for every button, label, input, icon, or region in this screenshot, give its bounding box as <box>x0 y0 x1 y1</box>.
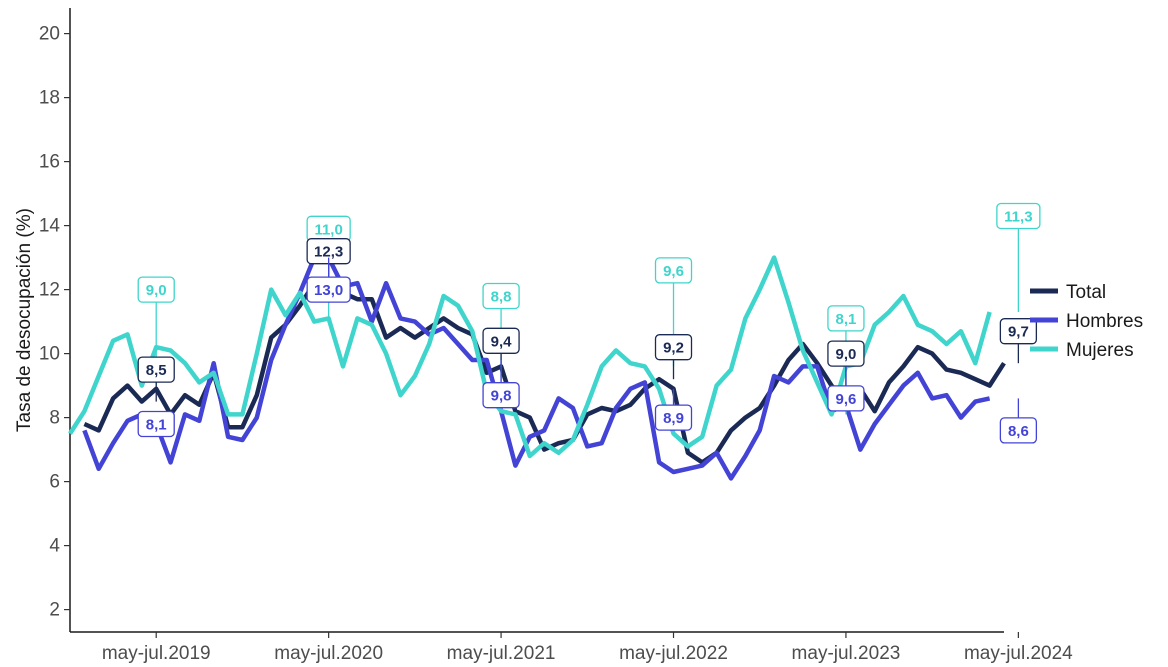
legend-label: Mujeres <box>1066 340 1134 361</box>
label-text: 9,6 <box>836 391 857 408</box>
y-tick-label: 10 <box>39 344 60 365</box>
value-label-total: 9,4 <box>482 327 520 373</box>
legend-item-hombres: Hombres <box>1030 311 1143 332</box>
label-text: 8,6 <box>1008 423 1029 440</box>
series-line-hombres <box>82 255 991 481</box>
label-text: 8,9 <box>663 410 684 427</box>
value-label-total: 8,5 <box>137 356 175 402</box>
legend-label: Hombres <box>1066 311 1143 332</box>
value-label-total: 9,2 <box>654 334 693 380</box>
x-tick-label: may-jul.2020 <box>274 643 383 664</box>
y-tick-label: 18 <box>39 88 60 109</box>
y-tick-label: 2 <box>49 600 60 621</box>
label-box <box>827 340 865 367</box>
label-text: 9,0 <box>146 282 167 299</box>
label-text: 9,4 <box>491 333 513 350</box>
label-text: 8,8 <box>491 289 512 306</box>
label-text: 8,1 <box>836 311 857 328</box>
label-text: 11,0 <box>314 221 342 238</box>
value-label-hombres: 9,8 <box>482 360 520 409</box>
value-labels: 9,0 8,5 8,1 11,0 12,3 13,0 8,8 9,4 9,8 9,6 9,2 8,9 8… <box>137 202 1041 444</box>
value-label-hombres: 8,6 <box>999 398 1038 444</box>
label-box <box>137 356 175 383</box>
value-label-hombres: 8,9 <box>654 388 693 431</box>
value-label-mujeres: 8,8 <box>482 282 520 392</box>
x-tick-label: may-jul.2024 <box>964 643 1073 664</box>
y-tick-label: 4 <box>49 536 60 557</box>
label-box <box>827 385 865 412</box>
label-text: 8,1 <box>146 417 167 434</box>
label-text: 11,3 <box>1004 209 1032 226</box>
y-axis-ticks: 2 4 6 8 10 12 14 16 18 20 <box>39 24 70 621</box>
label-text: 9,2 <box>663 340 684 357</box>
label-box <box>827 305 865 332</box>
label-box <box>654 334 693 361</box>
value-label-hombres: 8,1 <box>137 410 175 438</box>
y-tick-label: 8 <box>49 408 60 429</box>
label-text: 9,8 <box>491 388 512 405</box>
x-axis-ticks: may-jul.2019 may-jul.2020 may-jul.2021 may-… <box>102 632 1073 664</box>
y-tick-label: 20 <box>39 24 60 45</box>
label-text: 8,5 <box>146 362 167 379</box>
label-box <box>996 202 1041 230</box>
x-tick-label: may-jul.2022 <box>619 643 728 664</box>
label-box <box>306 276 351 303</box>
legend-label: Total <box>1066 282 1106 303</box>
y-tick-label: 16 <box>39 152 60 173</box>
label-text: 9,0 <box>836 346 857 363</box>
value-label-total: 9,0 <box>827 340 865 386</box>
x-tick-label: may-jul.2021 <box>447 643 556 664</box>
label-box <box>654 257 693 284</box>
label-text: 9,7 <box>1008 324 1029 341</box>
label-box <box>999 318 1038 345</box>
label-box <box>137 410 175 438</box>
label-box <box>482 282 520 310</box>
label-box <box>137 276 175 303</box>
value-label-mujeres: 9,6 <box>654 257 693 367</box>
axes: 2 4 6 8 10 12 14 16 18 20 may-jul.2019 may-jul.202… <box>14 8 1073 664</box>
label-text: 13,0 <box>314 282 343 299</box>
label-text: 9,6 <box>663 263 684 280</box>
y-tick-label: 6 <box>49 472 60 493</box>
label-box <box>999 417 1038 444</box>
label-box <box>482 382 520 409</box>
legend-item-mujeres: Mujeres <box>1030 340 1134 361</box>
legend: Total Hombres Mujeres <box>1030 282 1143 361</box>
value-label-hombres: 9,6 <box>827 366 865 412</box>
value-label-total: 9,7 <box>999 318 1038 364</box>
value-label-total: 12,3 <box>306 238 351 280</box>
y-tick-label: 12 <box>39 280 60 301</box>
y-tick-label: 14 <box>39 216 61 237</box>
y-axis-title: Tasa de desocupación (%) <box>14 208 35 432</box>
label-box <box>482 327 520 354</box>
x-tick-label: may-jul.2023 <box>792 643 901 664</box>
label-text: 12,3 <box>314 244 343 261</box>
value-label-mujeres: 11,3 <box>996 202 1041 312</box>
x-tick-label: may-jul.2019 <box>102 643 211 664</box>
value-label-hombres: 13,0 <box>306 257 351 303</box>
label-box <box>654 404 693 431</box>
series-lines <box>68 255 1006 481</box>
value-label-mujeres: 11,0 <box>306 215 351 322</box>
legend-item-total: Total <box>1030 282 1106 303</box>
